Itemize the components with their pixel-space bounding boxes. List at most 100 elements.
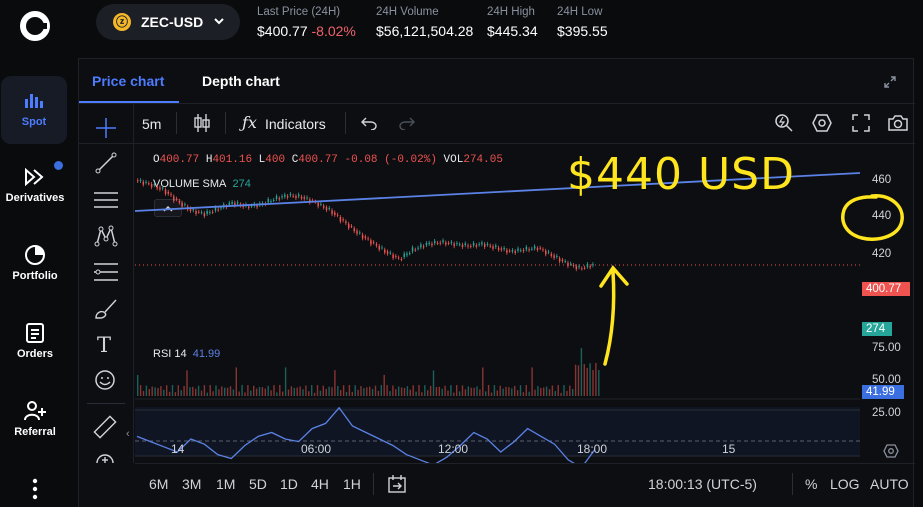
volume-bar (551, 385, 554, 396)
volume-bar (598, 370, 600, 396)
settings-hexagon-icon[interactable] (812, 113, 832, 133)
volume-bar (476, 386, 478, 396)
range-6m[interactable]: 6M (149, 476, 169, 492)
volume-bar (313, 392, 316, 396)
candle-body (447, 242, 450, 244)
volume-bar (157, 388, 159, 396)
volume-bar (137, 375, 139, 396)
volume-bar (580, 348, 583, 396)
undo-icon[interactable] (361, 116, 377, 130)
candle-body (297, 194, 300, 197)
volume-bar (171, 385, 174, 396)
nav-label: Derivatives (5, 192, 65, 204)
fx-icon[interactable]: ƒx (242, 113, 257, 132)
candle-body (464, 243, 467, 246)
emoji-icon[interactable] (94, 369, 116, 391)
tab-depth-chart[interactable]: Depth chart (202, 73, 280, 89)
timezone-clock[interactable]: 18:00:13 (UTC-5) (648, 476, 757, 492)
volume-bar (357, 389, 359, 396)
fibonacci-icon[interactable] (93, 261, 119, 283)
calendar-goto-icon[interactable] (387, 474, 407, 494)
candle-body (325, 207, 328, 211)
last-price-value: $400.77 (257, 23, 308, 39)
indicators-button[interactable]: Indicators (265, 116, 326, 132)
volume-bar (537, 386, 539, 396)
stat-value: $395.55 (557, 23, 608, 39)
candle-body (472, 242, 475, 246)
candle-body (250, 205, 253, 207)
low-value: 400 (265, 154, 286, 166)
range-3m[interactable]: 3M (182, 476, 202, 492)
volume-bar (177, 385, 179, 396)
nav-referral[interactable]: Referral (0, 400, 70, 438)
more-vertical-icon[interactable] (31, 478, 39, 500)
volume-bar (215, 385, 217, 396)
volume-bar (238, 391, 240, 396)
text-tool-icon[interactable]: T (97, 333, 112, 357)
volume-bar (151, 386, 153, 396)
toolbar-separator (345, 112, 346, 134)
expand-icon[interactable] (884, 76, 896, 88)
auto-scale-toggle[interactable]: AUTO (870, 476, 909, 492)
chevron-down-icon (214, 18, 224, 25)
time-axis-label: 18:00 (577, 442, 608, 456)
percent-scale-toggle[interactable]: % (805, 476, 818, 492)
crosshair-icon[interactable] (95, 117, 117, 139)
candle-body (192, 208, 195, 211)
pair-selector[interactable]: ⓩ ZEC-USD (96, 4, 240, 40)
candle-body (578, 266, 580, 268)
candle-body (520, 250, 522, 252)
candle-body (211, 211, 214, 213)
candlestick-icon[interactable] (193, 113, 211, 133)
drawing-toolbar: T ‹ (79, 103, 134, 463)
range-1h[interactable]: 1H (343, 476, 361, 492)
left-nav: Spot Derivatives Portfolio Orders (0, 0, 70, 507)
pattern-tool-icon[interactable] (94, 224, 118, 248)
volume-bar (282, 391, 284, 396)
volume-bar (302, 389, 304, 396)
candle-body (256, 205, 258, 208)
brush-icon[interactable] (94, 298, 118, 320)
candle-body (420, 244, 422, 248)
nav-spot[interactable]: Spot (1, 76, 67, 144)
alert-search-icon[interactable] (774, 113, 794, 133)
stat-value: $400.77 -8.02% (257, 23, 356, 39)
annotation-arrow (599, 265, 629, 366)
coinbase-logo[interactable] (19, 10, 51, 42)
candle-body (275, 196, 278, 199)
redo-icon[interactable] (399, 116, 415, 130)
candle-body (547, 251, 550, 253)
candle-body (581, 268, 583, 270)
volume-bar (522, 392, 525, 396)
market-header: ⓩ ZEC-USD Last Price (24H) $400.77 -8.02… (70, 0, 923, 58)
nav-portfolio[interactable]: Portfolio (0, 244, 70, 282)
candle-body (503, 247, 505, 250)
nav-orders[interactable]: Orders (0, 322, 70, 360)
volume-bar (464, 389, 467, 396)
price-annotation: $440 USD (567, 149, 795, 200)
zoom-in-icon[interactable] (96, 452, 114, 463)
log-scale-toggle[interactable]: LOG (830, 476, 860, 492)
nav-derivatives[interactable]: Derivatives (0, 166, 70, 204)
candle-body (386, 251, 389, 254)
horizontal-lines-icon[interactable] (93, 189, 119, 211)
range-4h[interactable]: 4H (311, 476, 329, 492)
volume-bar (485, 391, 487, 396)
volume-bar (342, 385, 345, 396)
range-5d[interactable]: 5D (249, 476, 267, 492)
camera-icon[interactable] (887, 114, 909, 132)
collapse-toolbar-icon[interactable]: ‹ (126, 428, 130, 440)
trendline-tool-icon[interactable] (95, 152, 117, 174)
volume-bar (519, 385, 522, 396)
candle-body (436, 242, 439, 244)
candle-body (334, 212, 336, 215)
axis-settings-icon[interactable] (883, 443, 899, 459)
candle-body (406, 253, 408, 256)
range-1m[interactable]: 1M (216, 476, 236, 492)
tab-price-chart[interactable]: Price chart (92, 73, 165, 89)
fullscreen-icon[interactable] (852, 114, 870, 132)
price-chart-canvas[interactable] (135, 144, 860, 464)
ruler-icon[interactable] (93, 415, 117, 439)
interval-selector[interactable]: 5m (142, 116, 162, 132)
range-1d[interactable]: 1D (280, 476, 298, 492)
